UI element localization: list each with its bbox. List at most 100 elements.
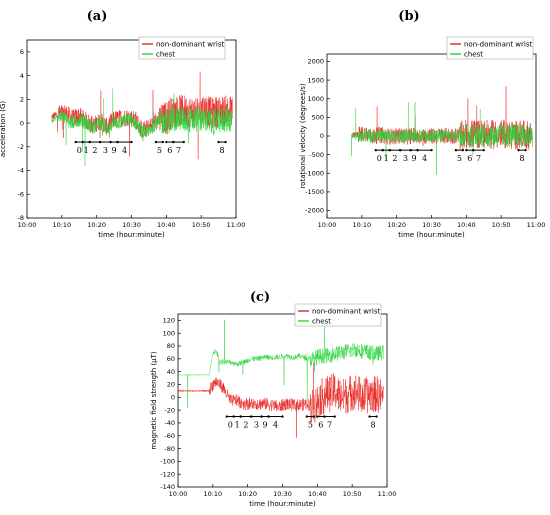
segment-end-mark xyxy=(524,148,527,152)
segment-label: 2 xyxy=(243,421,248,430)
x-tick-label: 10:50 xyxy=(192,221,211,229)
y-tick-label: 0 xyxy=(20,119,24,127)
legend-label: chest xyxy=(312,318,331,326)
y-tick-label: 80 xyxy=(167,342,175,350)
segment-start-mark xyxy=(454,148,458,152)
segment-start-mark xyxy=(388,148,391,152)
y-tick-label: -6 xyxy=(18,190,24,198)
segment-start-mark xyxy=(165,140,168,144)
segment-start-mark xyxy=(232,415,235,418)
segment-label: 4 xyxy=(273,421,278,430)
legend-box xyxy=(446,36,534,60)
segment-start-mark xyxy=(323,415,326,418)
x-axis-label: time (hour:minute) xyxy=(249,500,316,508)
segment-label: 8 xyxy=(371,421,376,430)
y-tick-label: 1000 xyxy=(307,95,324,103)
y-tick-label: -20 xyxy=(164,406,175,414)
x-tick-label: 10:30 xyxy=(422,221,441,229)
y-tick-label: 100 xyxy=(163,329,175,337)
legend-label: non-dominant wrist xyxy=(464,41,532,49)
legend: non-dominant wrist chest xyxy=(138,36,226,60)
legend-label: chest xyxy=(156,51,175,59)
segment-start-mark xyxy=(368,415,371,418)
y-tick-label: 60 xyxy=(167,355,175,363)
segment-label: 9 xyxy=(412,154,417,163)
segment-label: 4 xyxy=(422,154,427,163)
x-tick-label: 10:40 xyxy=(308,490,327,498)
segment-start-mark xyxy=(81,140,84,144)
x-tick-label: 10:20 xyxy=(238,490,257,498)
legend: non-dominant wrist chest xyxy=(446,36,534,60)
segment-label: 7 xyxy=(176,146,181,155)
segment-start-mark xyxy=(217,140,220,144)
x-tick-label: 10:30 xyxy=(273,490,292,498)
legend-label: chest xyxy=(464,51,483,59)
x-tick-label: 10:10 xyxy=(352,221,371,229)
segment-label: 1 xyxy=(235,421,240,430)
segment-start-mark xyxy=(465,148,468,152)
x-tick-label: 10:00 xyxy=(169,490,188,498)
y-axis-label: rotational velocity (degrees/s) xyxy=(299,83,307,188)
x-tick-label: 10:50 xyxy=(492,221,511,229)
segment-end-mark xyxy=(281,415,284,418)
y-tick-label: -1500 xyxy=(305,188,324,196)
x-tick-label: 10:20 xyxy=(87,221,106,229)
segment-label: 6 xyxy=(467,154,472,163)
segment-start-mark xyxy=(374,148,377,152)
segment-label: 5 xyxy=(308,421,313,430)
series-line-wrist xyxy=(178,362,384,438)
segment-label: 4 xyxy=(122,146,127,155)
segment-start-mark xyxy=(116,140,119,144)
segment-start-mark xyxy=(381,148,384,152)
legend-box xyxy=(138,36,226,60)
segment-label: 3 xyxy=(103,146,108,155)
segment-start-mark xyxy=(409,148,412,152)
segment-label: 2 xyxy=(392,154,397,163)
y-tick-label: 0 xyxy=(320,132,324,140)
y-tick-label: 6 xyxy=(20,48,24,56)
chart-panel-2: (b) 10:00 10:10 10:20 10:30 10:40 10:50 11:00 -2… xyxy=(299,9,545,239)
y-tick-label: 20 xyxy=(167,381,175,389)
segment-start-mark xyxy=(249,415,253,418)
segment-label: 0 xyxy=(377,154,382,163)
segment-end-mark xyxy=(161,140,165,144)
y-tick-label: -100 xyxy=(160,458,175,466)
segment-start-mark xyxy=(267,415,270,418)
segment-start-mark xyxy=(472,148,475,152)
segment-label: 2 xyxy=(92,146,97,155)
series-line-wrist xyxy=(351,86,533,151)
y-tick-label: -500 xyxy=(309,151,324,159)
segment-end-mark xyxy=(224,140,227,144)
y-tick-label: -2000 xyxy=(305,207,324,215)
y-tick-label: -120 xyxy=(160,470,175,478)
chart-panel-1: (a) 10:00 10:10 10:20 10:30 10:40 10:50 11:00 -8… xyxy=(0,9,245,239)
segment-start-mark xyxy=(98,140,102,144)
y-tick-label: 4 xyxy=(20,72,24,80)
y-tick-label: 120 xyxy=(163,317,175,325)
segment-end-mark xyxy=(461,148,465,152)
segment-label: 9 xyxy=(263,421,268,430)
segment-start-mark xyxy=(225,415,228,418)
segment-label: 5 xyxy=(457,154,462,163)
segment-label: 3 xyxy=(254,421,259,430)
legend-label: non-dominant wrist xyxy=(156,41,224,49)
segment-label: 7 xyxy=(327,421,332,430)
segment-label: 0 xyxy=(77,146,82,155)
segment-start-mark xyxy=(74,140,77,144)
segment-label: 6 xyxy=(318,421,323,430)
x-tick-label: 10:40 xyxy=(157,221,176,229)
y-tick-label: 1500 xyxy=(307,76,324,84)
legend-box xyxy=(294,303,382,327)
y-tick-label: -40 xyxy=(164,419,175,427)
segment-label: 8 xyxy=(220,146,225,155)
segment-label: 6 xyxy=(167,146,172,155)
segment-label: 8 xyxy=(520,154,525,163)
y-tick-label: 2 xyxy=(20,96,24,104)
x-axis-label: time (hour:minute) xyxy=(398,231,465,239)
y-tick-label: 40 xyxy=(167,368,175,376)
x-tick-label: 10:10 xyxy=(203,490,222,498)
panel-label: (c) xyxy=(250,290,270,305)
